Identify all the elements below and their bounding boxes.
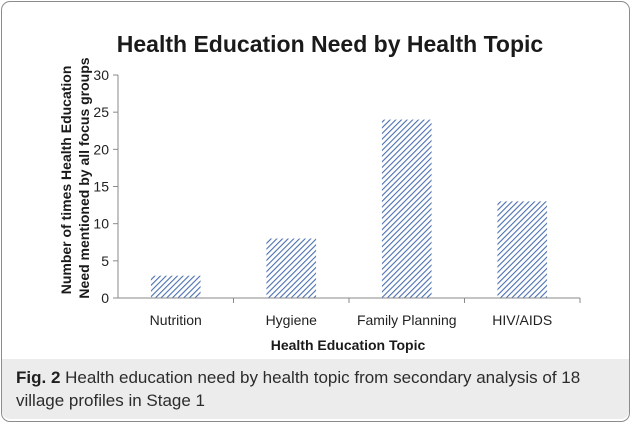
y-axis-label-line-2: Need mentioned by all focus groups	[76, 57, 92, 298]
y-tick-label: 10	[93, 216, 109, 232]
y-axis-label: Number of times Health Education Need me…	[58, 57, 92, 298]
x-tick-label: HIV/AIDS	[492, 312, 552, 328]
y-tick-label: 25	[93, 104, 109, 120]
figure-label: Fig. 2	[16, 368, 61, 387]
x-axis-label: Health Education Topic	[271, 337, 426, 353]
x-tick-label: Family Planning	[357, 312, 457, 328]
y-tick-label: 20	[93, 141, 109, 157]
figure-caption: Fig. 2 Health education need by health t…	[16, 366, 616, 412]
bar-family-planning	[381, 119, 432, 298]
chart-title: Health Education Need by Health Topic	[117, 31, 544, 57]
x-tick-label: Nutrition	[150, 312, 202, 328]
caption-text: Health education need by health topic fr…	[16, 368, 581, 410]
y-axis-label-line-1: Number of times Health Education	[58, 66, 74, 295]
y-tick-label: 0	[101, 290, 109, 306]
bar-chart: Health Education Need by Health Topic Nu…	[58, 31, 581, 353]
y-tick-label: 5	[101, 253, 109, 269]
y-tick-label: 15	[93, 179, 109, 195]
bar-hiv-aids	[497, 201, 548, 298]
bar-hygiene	[266, 238, 317, 298]
caption-band	[2, 359, 629, 419]
bar-nutrition	[150, 275, 201, 298]
x-tick-label: Hygiene	[266, 312, 318, 328]
y-tick-label: 30	[93, 67, 109, 83]
